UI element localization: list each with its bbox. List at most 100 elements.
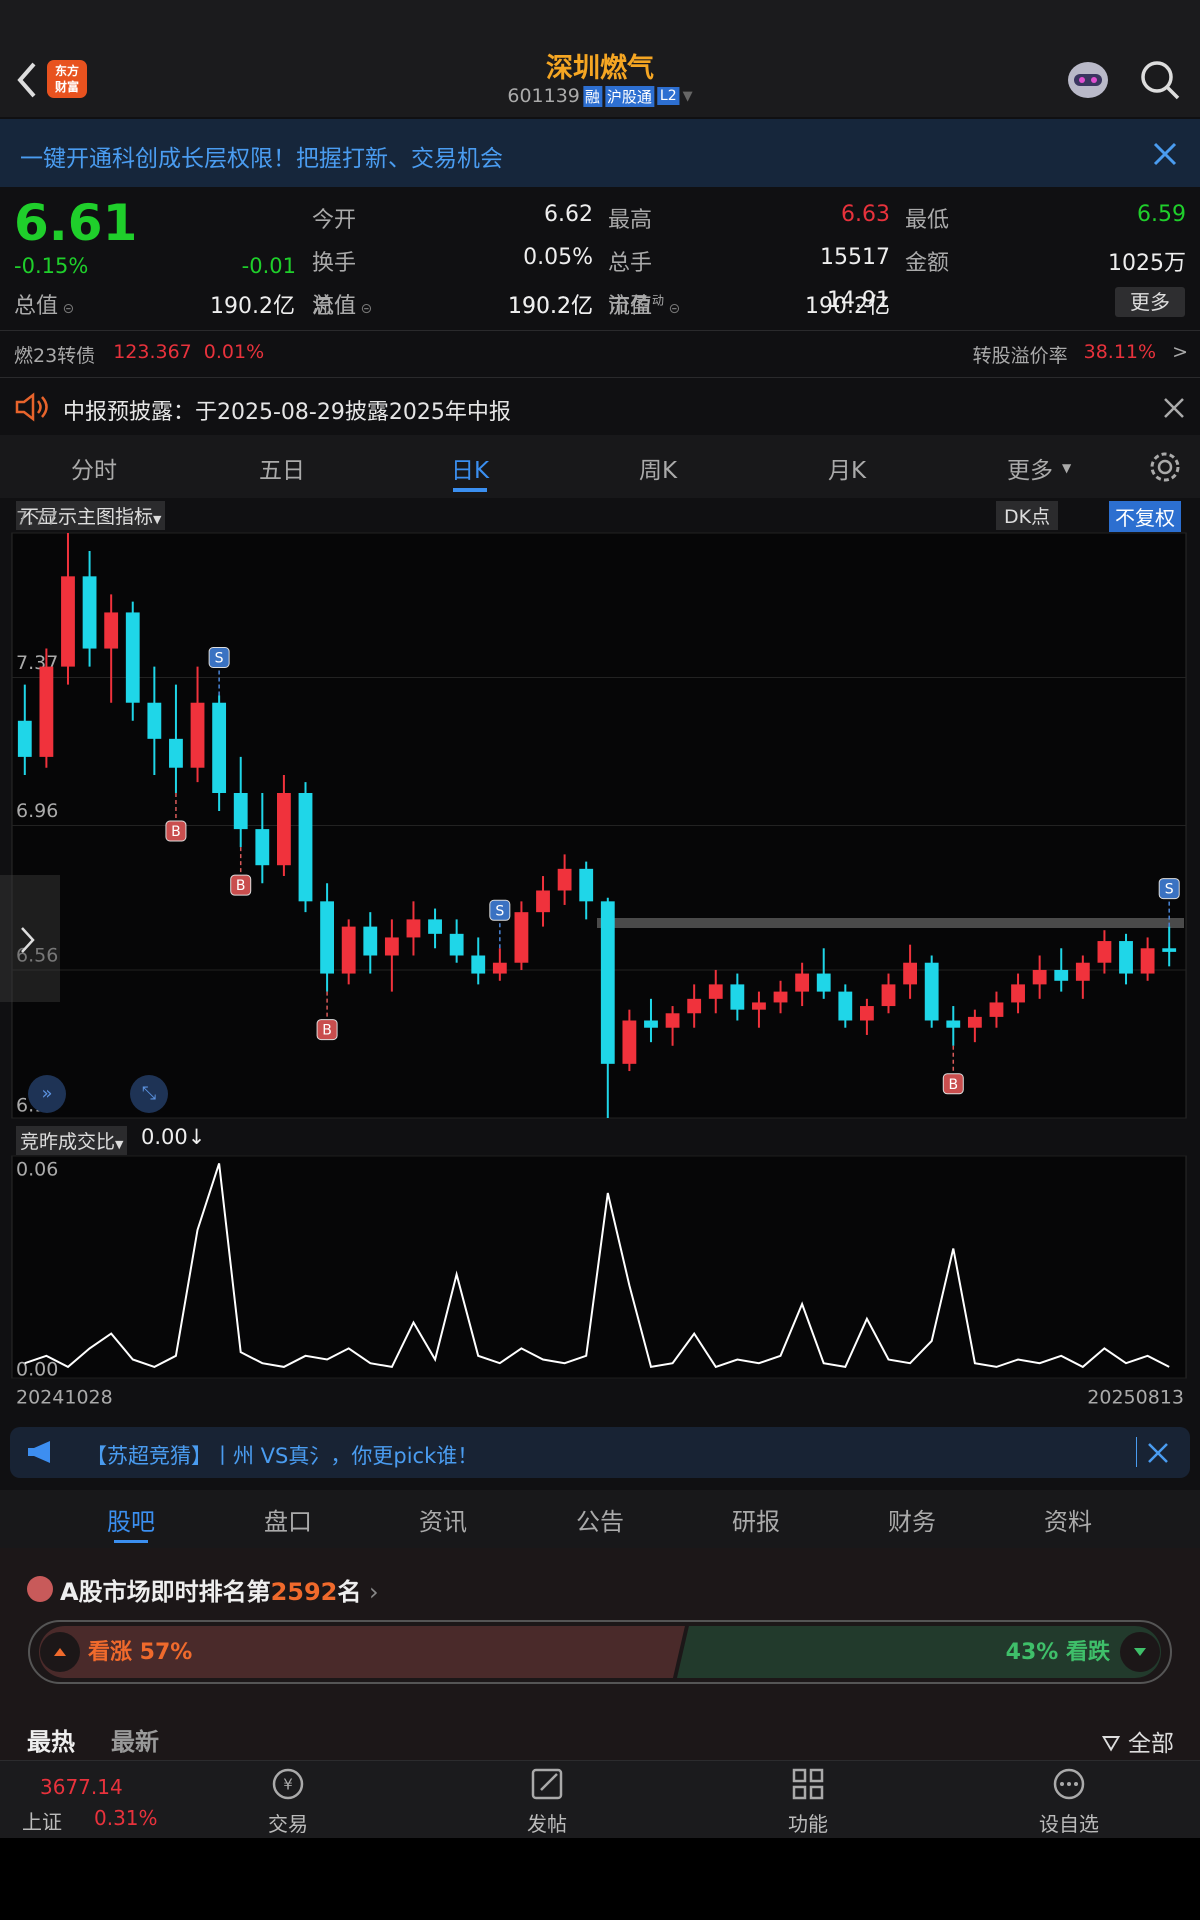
more-button[interactable]: 更多 <box>1115 287 1185 317</box>
nav-label[interactable]: 交易 <box>268 1812 308 1836</box>
price: 6.61 <box>14 194 138 252</box>
info-icon[interactable]: ⊝ <box>664 301 681 317</box>
bond-name: 燃23转债 <box>14 345 96 367</box>
period-tab[interactable]: 周K <box>638 458 678 484</box>
divider <box>0 330 1200 331</box>
candle-body <box>752 1002 766 1010</box>
candle-body <box>1032 969 1047 985</box>
nav-label[interactable]: 设自选 <box>1039 1812 1099 1836</box>
date-label: 20241028 <box>16 1387 113 1409</box>
nav-label[interactable]: 发帖 <box>527 1812 567 1836</box>
trade-icon: ¥ <box>272 1768 304 1800</box>
bond-pct: 0.01% <box>203 341 265 363</box>
marker-badge <box>1158 878 1180 900</box>
section-tab[interactable]: 盘口 <box>264 1508 312 1536</box>
section-tab[interactable]: 研报 <box>732 1508 780 1536</box>
index-value[interactable]: 3677.14 <box>40 1775 123 1799</box>
sort-hot[interactable]: 最热 <box>27 1728 75 1756</box>
marker-badge <box>942 1073 964 1095</box>
info-icon[interactable]: ⊝ <box>58 301 75 317</box>
function-icon <box>792 1768 824 1800</box>
candle-body <box>600 901 615 1064</box>
notice-text[interactable]: 中报预披露：于2025-08-29披露2025年中报 <box>63 400 511 425</box>
divider <box>1136 1437 1137 1467</box>
expand-button[interactable]: ⤡ <box>130 1075 168 1113</box>
badge: 沪股通 <box>604 85 654 107</box>
section-tab[interactable]: 财务 <box>888 1508 936 1536</box>
sentiment-frame <box>28 1620 1172 1684</box>
sort-new[interactable]: 最新 <box>111 1728 159 1756</box>
y-tick-label: 6.56 <box>16 944 58 966</box>
up-arrow <box>54 1648 66 1656</box>
bond-price: 123.367 <box>113 341 192 363</box>
marker-label: S <box>215 651 224 667</box>
section-tab[interactable]: 公告 <box>576 1508 624 1536</box>
main-indicator[interactable]: 不显示主图指标▼ <box>16 501 166 530</box>
ranking[interactable]: A股市场即时排名第2592名 › <box>60 1578 379 1606</box>
premium-row[interactable]: 转股溢价率 38.11% > <box>973 341 1188 368</box>
y-tick-label: 0.06 <box>16 1159 58 1181</box>
y-tick-label: 7.77 <box>16 508 58 530</box>
back-icon[interactable] <box>10 58 44 102</box>
post-icon <box>531 1768 563 1800</box>
settings-icon[interactable] <box>1148 450 1182 484</box>
period-tab[interactable]: 日K <box>450 458 490 484</box>
candle-body <box>773 991 788 1003</box>
candle-body <box>1119 941 1133 974</box>
search-icon[interactable] <box>1138 58 1182 102</box>
watchlist-icon <box>1053 1768 1085 1800</box>
period-tab[interactable]: 更多 <box>1007 458 1053 484</box>
candle-body <box>665 1013 680 1028</box>
candle-body <box>492 962 507 974</box>
quote-sup: 动 <box>652 293 665 308</box>
badge: L2 <box>656 87 680 105</box>
section-tab[interactable]: 股吧 <box>107 1508 155 1536</box>
candle-body <box>212 702 227 793</box>
index-pct[interactable]: 0.31% <box>94 1806 158 1830</box>
info-icon[interactable]: ⊝ <box>356 301 373 317</box>
filter-text: 全部 <box>1128 1731 1174 1757</box>
filter[interactable]: ⛛ 全部 <box>1101 1731 1174 1757</box>
horn-icon <box>28 1441 50 1463</box>
bond-row[interactable]: 燃23转债 123.367 0.01% <box>14 341 264 368</box>
robot-icon[interactable] <box>1060 56 1116 104</box>
ad-bar[interactable] <box>10 1427 1190 1478</box>
sub-indicator[interactable]: 竞昨成交比▼ <box>16 1126 128 1155</box>
quote-value: 0.05% <box>523 245 593 270</box>
section-tab[interactable]: 资料 <box>1044 1508 1092 1536</box>
candle-body <box>449 933 464 956</box>
section-tab[interactable]: 资讯 <box>419 1508 467 1536</box>
ad-text[interactable]: 【苏超竞猜】丨州 VS真氵，你更pick谁！ <box>86 1444 479 1468</box>
period-tab[interactable]: 五日 <box>259 458 305 484</box>
close-icon[interactable] <box>1152 141 1178 167</box>
dropdown-arrow[interactable]: ▼ <box>682 88 693 104</box>
svg-text:¥: ¥ <box>283 1776 293 1794</box>
banner-text[interactable]: 一键开通科创成长层权限！把握打新、交易机会 <box>20 146 503 172</box>
replay-button[interactable]: » <box>28 1075 66 1113</box>
quote-label: 总手 <box>608 251 653 276</box>
bull-label: 看涨 57% <box>88 1640 192 1665</box>
y-tick-label: 6.96 <box>16 800 58 822</box>
period-tab[interactable]: 分时 <box>71 458 117 484</box>
candle-body <box>276 793 291 866</box>
candle-body <box>406 919 421 938</box>
logo-text: 财富 <box>54 80 79 94</box>
close-icon[interactable] <box>1146 1441 1170 1465</box>
quote-value: 15517 <box>820 245 890 270</box>
main-indicator-text: 不显示主图指标 <box>20 506 154 528</box>
dk-button[interactable]: DK点 <box>996 501 1059 530</box>
stock-name: 深圳燃气 <box>546 53 654 84</box>
close-icon[interactable] <box>1162 396 1186 420</box>
section-tabs <box>0 1490 1200 1548</box>
banner[interactable] <box>0 119 1200 187</box>
sentiment-bar: 看涨 57% 43% 看跌 <box>28 1620 1172 1684</box>
candle-body <box>17 720 32 757</box>
sub-indicator-text: 竞昨成交比 <box>20 1131 116 1153</box>
index-name[interactable]: 上证 <box>22 1810 62 1834</box>
logo: 东方 财富 <box>47 60 87 98</box>
nav-label[interactable]: 功能 <box>788 1812 828 1836</box>
adjust-button[interactable]: 不复权 <box>1109 501 1181 532</box>
rank-icon <box>27 1576 53 1602</box>
period-tab[interactable]: 月K <box>827 458 867 484</box>
